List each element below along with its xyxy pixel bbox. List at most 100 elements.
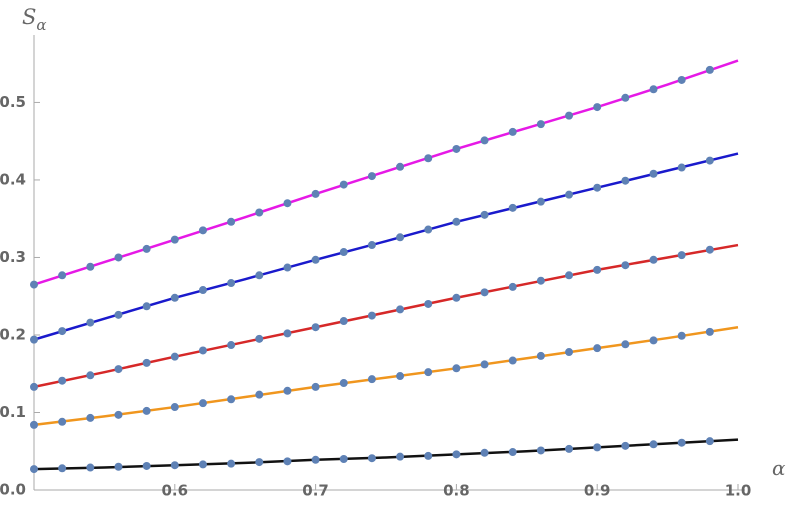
- point: [198, 399, 207, 408]
- point: [198, 286, 207, 295]
- point: [621, 261, 630, 270]
- x-axis-label: α: [772, 456, 786, 480]
- point: [480, 210, 489, 219]
- point: [367, 241, 376, 250]
- curve: [33, 438, 739, 471]
- point: [170, 235, 179, 244]
- point: [142, 302, 151, 311]
- point: [227, 341, 236, 350]
- point: [508, 448, 517, 457]
- point: [339, 379, 348, 388]
- point: [396, 233, 405, 242]
- y-tick-label: 0.4: [0, 170, 26, 188]
- point: [424, 225, 433, 234]
- point: [114, 410, 123, 419]
- point: [677, 251, 686, 260]
- x-tick-label: 1.0: [725, 482, 752, 500]
- y-tick-label: 0.0: [0, 481, 26, 499]
- point: [255, 334, 264, 343]
- point: [480, 288, 489, 297]
- point: [311, 382, 320, 391]
- point: [198, 460, 207, 469]
- point: [536, 197, 545, 206]
- point: [621, 93, 630, 102]
- point: [508, 203, 517, 212]
- point: [593, 443, 602, 452]
- point: [86, 371, 95, 380]
- point: [311, 255, 320, 264]
- point: [86, 262, 95, 271]
- point: [58, 376, 67, 385]
- point: [649, 440, 658, 449]
- point: [452, 450, 461, 459]
- point: [283, 263, 292, 272]
- point: [142, 461, 151, 470]
- point: [480, 360, 489, 369]
- point: [255, 208, 264, 217]
- point: [142, 406, 151, 415]
- point: [283, 199, 292, 208]
- point: [367, 311, 376, 320]
- point: [170, 461, 179, 470]
- y-tick-label: 0.2: [0, 325, 26, 343]
- point: [677, 163, 686, 172]
- point: [424, 154, 433, 163]
- point: [339, 454, 348, 463]
- point: [705, 327, 714, 336]
- point: [480, 136, 489, 145]
- point: [227, 459, 236, 468]
- point: [227, 217, 236, 226]
- point: [536, 446, 545, 455]
- x-tick-label: 0.9: [584, 482, 611, 500]
- point: [339, 248, 348, 257]
- point: [58, 464, 67, 473]
- point: [339, 180, 348, 189]
- point: [565, 444, 574, 453]
- point: [452, 217, 461, 226]
- point: [593, 103, 602, 112]
- point: [621, 441, 630, 450]
- point: [593, 265, 602, 274]
- point: [367, 172, 376, 181]
- point: [424, 451, 433, 460]
- point: [424, 299, 433, 308]
- point: [311, 189, 320, 198]
- point: [227, 395, 236, 404]
- y-tick-label: 0.3: [0, 248, 26, 266]
- curve: [33, 152, 739, 341]
- point: [677, 75, 686, 84]
- point: [565, 271, 574, 280]
- point: [86, 463, 95, 472]
- point: [86, 413, 95, 422]
- point: [621, 340, 630, 349]
- point: [58, 417, 67, 426]
- point: [58, 327, 67, 336]
- point: [30, 465, 38, 474]
- point: [114, 253, 123, 262]
- point: [452, 144, 461, 153]
- point: [508, 282, 517, 291]
- point: [705, 245, 714, 254]
- point: [396, 372, 405, 381]
- point: [705, 65, 714, 74]
- point: [255, 271, 264, 280]
- point: [30, 382, 38, 391]
- point: [452, 364, 461, 373]
- point: [536, 351, 545, 360]
- point: [30, 335, 38, 344]
- point: [536, 120, 545, 129]
- point: [649, 85, 658, 94]
- point: [30, 420, 38, 429]
- point: [480, 448, 489, 457]
- point: [142, 358, 151, 367]
- point: [649, 169, 658, 178]
- point: [283, 386, 292, 395]
- point: [536, 276, 545, 285]
- point: [114, 462, 123, 471]
- point: [367, 375, 376, 384]
- point: [593, 183, 602, 192]
- y-tick-label: 0.5: [0, 93, 26, 111]
- point: [86, 318, 95, 327]
- point: [396, 162, 405, 171]
